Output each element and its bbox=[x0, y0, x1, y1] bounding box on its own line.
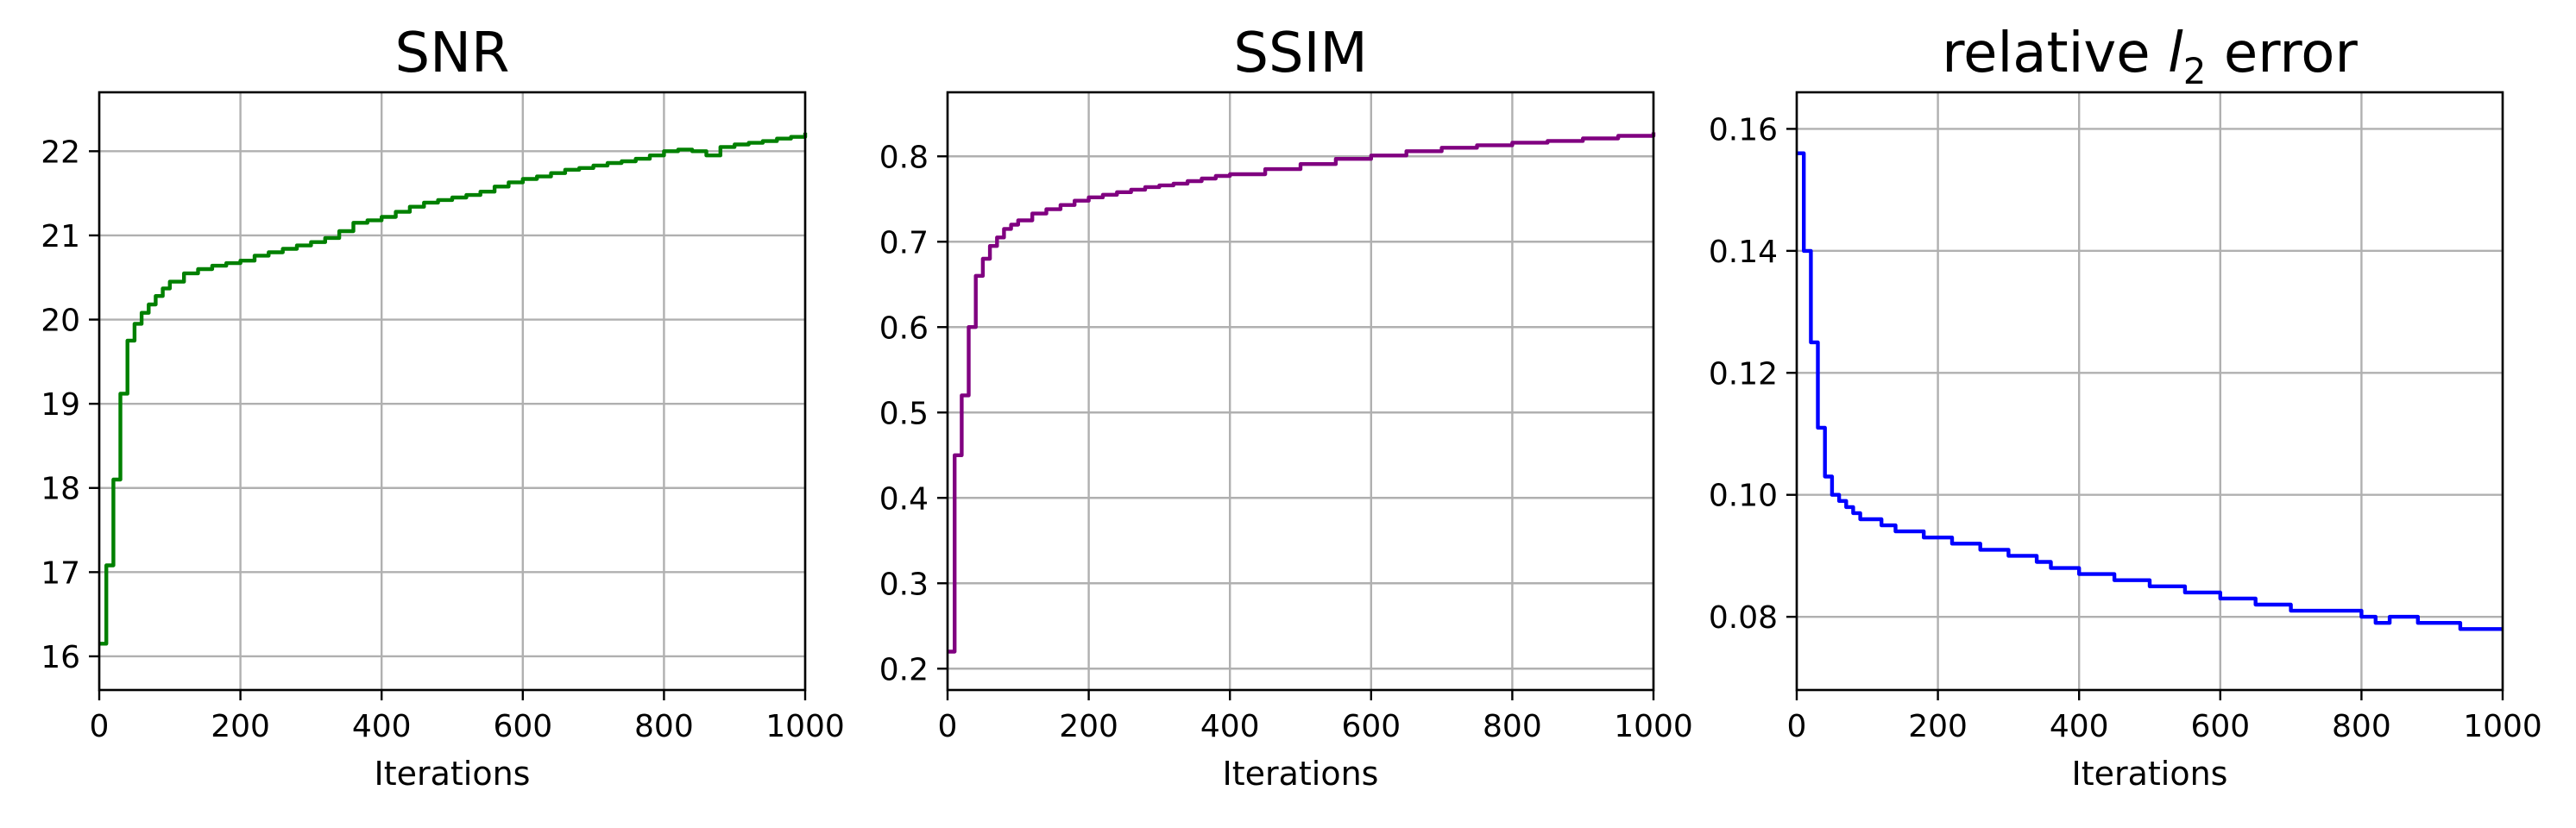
y-tick-label: 0.12 bbox=[1709, 356, 1778, 392]
y-tick-label: 20 bbox=[41, 304, 80, 339]
series-line-0 bbox=[948, 132, 1656, 654]
y-tick-label: 22 bbox=[41, 135, 80, 170]
title-part: 2 bbox=[2183, 50, 2207, 92]
plot-frame bbox=[946, 91, 1655, 692]
y-tick-label: 18 bbox=[41, 472, 80, 507]
y-tick-label: 0.3 bbox=[879, 567, 929, 602]
y-tick-label: 0.5 bbox=[879, 396, 929, 431]
x-axis-label: Iterations bbox=[2072, 755, 2228, 793]
y-tick-label: 0.14 bbox=[1709, 235, 1778, 270]
x-tick-label: 1000 bbox=[765, 709, 845, 744]
x-tick-label: 1000 bbox=[2463, 709, 2542, 744]
y-tick-label: 19 bbox=[41, 387, 80, 423]
x-tick-label: 600 bbox=[2190, 709, 2250, 744]
x-tick-label: 400 bbox=[352, 709, 412, 744]
y-tick-label: 0.8 bbox=[879, 140, 929, 175]
chart-title: SNR bbox=[395, 22, 510, 85]
x-tick-label: 0 bbox=[90, 709, 110, 744]
chart-panel-1: 0 200 400 600 800 1000 0.2 0.3 0.4 0.5 0.6 0.7 0.8 It… bbox=[879, 22, 1693, 793]
chart-panel-2: 0 200 400 600 800 1000 0.08 0.10 0.12 0.14 0.16 Ite… bbox=[1709, 22, 2542, 793]
x-tick-label: 200 bbox=[211, 709, 270, 744]
x-tick-label: 1000 bbox=[1614, 709, 1693, 744]
y-tick-label: 17 bbox=[41, 555, 80, 591]
x-tick-label: 200 bbox=[1908, 709, 1968, 744]
x-tick-label: 400 bbox=[2050, 709, 2109, 744]
x-tick-label: 800 bbox=[634, 709, 694, 744]
y-tick-label: 0.2 bbox=[879, 652, 929, 687]
x-tick-label: 800 bbox=[1483, 709, 1542, 744]
y-tick-label: 16 bbox=[41, 640, 80, 675]
chart-title: relative l2 error bbox=[1942, 22, 2358, 92]
y-tick-label: 0.4 bbox=[879, 481, 929, 517]
x-tick-label: 600 bbox=[1341, 709, 1401, 744]
title-part: error bbox=[2206, 22, 2358, 85]
x-axis-label: Iterations bbox=[1223, 755, 1379, 793]
series-line-0 bbox=[1797, 151, 2503, 631]
x-axis-label: Iterations bbox=[375, 755, 531, 793]
x-tick-label: 400 bbox=[1200, 709, 1260, 744]
y-tick-label: 0.10 bbox=[1709, 479, 1778, 514]
chart-title: SSIM bbox=[1233, 22, 1367, 85]
x-tick-label: 600 bbox=[493, 709, 552, 744]
plot-frame bbox=[1795, 91, 2504, 692]
y-tick-label: 0.7 bbox=[879, 225, 929, 260]
chart-panel-0: 0 200 400 600 800 1000 16 17 18 19 20 21 22 Iteration… bbox=[41, 22, 845, 793]
title-part: relative bbox=[1942, 22, 2168, 85]
y-tick-label: 21 bbox=[41, 219, 80, 254]
plot-frame bbox=[98, 91, 807, 692]
y-tick-label: 0.16 bbox=[1709, 112, 1778, 147]
title-part: l bbox=[2168, 22, 2183, 85]
series-line-0 bbox=[99, 132, 808, 646]
x-tick-label: 200 bbox=[1059, 709, 1118, 744]
x-tick-label: 800 bbox=[2332, 709, 2391, 744]
y-tick-label: 0.08 bbox=[1709, 600, 1778, 636]
x-tick-label: 0 bbox=[1787, 709, 1807, 744]
x-tick-label: 0 bbox=[938, 709, 958, 744]
y-tick-label: 0.6 bbox=[879, 310, 929, 346]
